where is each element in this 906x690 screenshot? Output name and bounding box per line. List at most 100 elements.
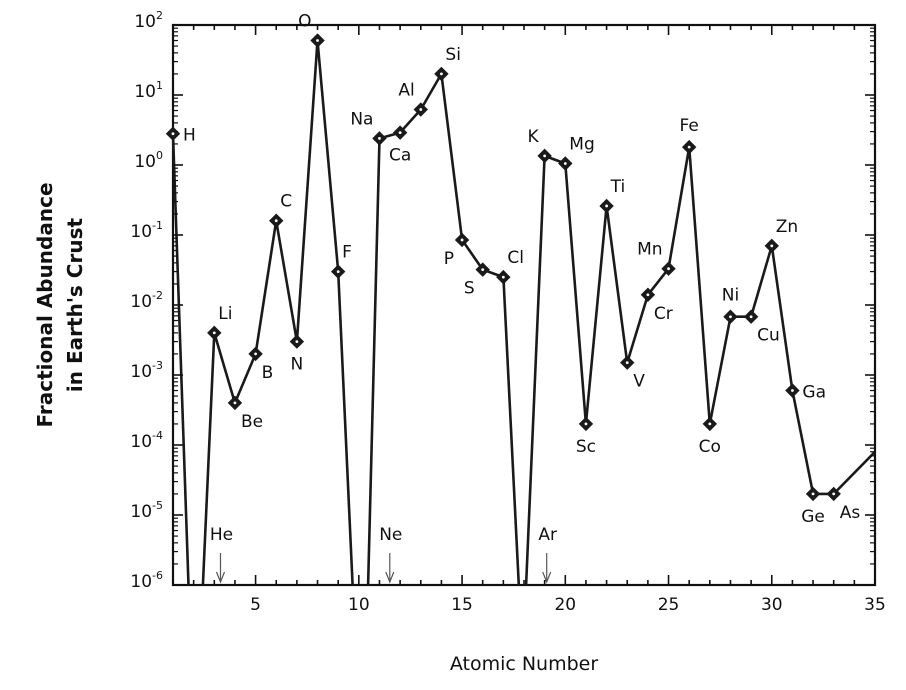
data-point-H — [165, 126, 181, 141]
x-axis: 5 10 15 20 25 30 35 — [172, 25, 886, 615]
marker-dot — [440, 72, 443, 76]
element-labels: H Li Be B C N O F Na Ca Al Si PS Cl K Mg Sc Ti V Cr Mn Fe Co Ni… — [183, 12, 860, 527]
element-label-Cu: Cu — [757, 326, 780, 346]
data-point-O — [310, 33, 325, 48]
element-label-P: P — [444, 249, 454, 269]
data-point-B — [248, 346, 263, 362]
x-tick-label: 5 — [250, 595, 261, 615]
plot-frame — [171, 23, 877, 587]
data-point-N — [289, 334, 305, 349]
data-point-Be — [227, 395, 243, 411]
element-label-N: N — [291, 355, 304, 375]
y-tick-label: 102 — [134, 9, 163, 32]
data-point-Sc — [578, 416, 594, 432]
noble-gas-annotations: He Ne Ar — [210, 525, 557, 584]
abundance-series — [171, 39, 876, 586]
element-label-Ca: Ca — [389, 146, 411, 166]
data-point-Cu — [743, 309, 759, 324]
y-tick-label: 10-3 — [130, 359, 163, 382]
marker-dot — [274, 219, 278, 223]
element-label-Na: Na — [350, 109, 373, 129]
element-label-Be: Be — [241, 412, 263, 432]
element-label-Mn: Mn — [637, 240, 662, 260]
series-line — [171, 39, 876, 586]
element-label-Mg: Mg — [569, 135, 594, 155]
marker-dot — [481, 268, 485, 272]
noble-gas-Ar: Ar — [538, 525, 557, 584]
y-axis-title: Fractional Abundance in Earth's Crust — [33, 182, 87, 427]
y-tick-label: 101 — [134, 79, 163, 102]
marker-dot — [770, 244, 774, 248]
noble-gas-He: He — [210, 525, 233, 584]
data-point-K — [537, 148, 552, 164]
data-point-Li — [207, 325, 222, 341]
x-tick-label: 20 — [554, 595, 576, 615]
element-label-Li: Li — [218, 304, 232, 324]
noble-gas-arrow-head — [385, 571, 395, 584]
element-label-Cr: Cr — [654, 304, 673, 324]
element-label-Co: Co — [699, 437, 721, 457]
data-point-P — [454, 232, 470, 248]
marker-dot — [543, 154, 547, 158]
element-label-F: F — [342, 243, 352, 263]
data-point-Si — [434, 66, 449, 82]
noble-gas-arrow-head — [215, 571, 226, 584]
data-point-S — [475, 262, 490, 277]
marker-dot — [625, 361, 629, 365]
marker-dot — [171, 132, 175, 136]
marker-dot — [832, 492, 836, 496]
element-label-S: S — [464, 279, 475, 299]
element-label-Zn: Zn — [776, 217, 798, 237]
marker-dot — [460, 238, 464, 242]
element-label-Ti: Ti — [610, 177, 626, 197]
data-point-Zn — [764, 238, 779, 254]
data-point-Cr — [640, 287, 656, 302]
data-point-Cl — [496, 269, 511, 285]
data-point-Ga — [785, 383, 800, 398]
y-axis: 10-6 10-5 10-4 10-3 10-2 10-1 100 101 102 — [130, 9, 875, 592]
data-point-V — [620, 355, 635, 370]
y-tick-label: 10-1 — [130, 219, 163, 242]
element-label-Al: Al — [398, 81, 414, 101]
marker-dot — [419, 108, 423, 111]
data-point-As — [826, 486, 841, 502]
data-point-Ge — [805, 486, 821, 502]
noble-gas-Ne: Ne — [379, 525, 402, 584]
element-label-C: C — [280, 192, 292, 212]
y-tick-label: 10-2 — [130, 289, 163, 312]
data-point-Na — [372, 131, 387, 146]
noble-gas-label: Ne — [379, 525, 402, 545]
marker-dot — [791, 389, 794, 392]
element-label-O: O — [298, 12, 311, 32]
y-tick-label: 10-6 — [130, 569, 163, 592]
marker-dot — [667, 267, 670, 271]
element-label-Sc: Sc — [576, 437, 596, 457]
marker-layer — [165, 33, 841, 502]
element-label-Fe: Fe — [680, 116, 699, 136]
y-tick-label: 100 — [134, 149, 163, 172]
x-tick-label: 30 — [761, 595, 783, 615]
y-tick-label: 10-5 — [130, 499, 163, 522]
data-point-Fe — [681, 139, 697, 155]
data-point-Ca — [392, 125, 408, 140]
marker-dot — [212, 331, 216, 335]
data-point-C — [269, 213, 284, 228]
marker-dot — [378, 136, 381, 140]
y-axis-title-line: in Earth's Crust — [63, 218, 87, 393]
y-tick-label: 10-4 — [130, 429, 163, 452]
element-label-B: B — [262, 363, 274, 383]
x-axis-title: Atomic Number — [450, 653, 599, 675]
marker-dot — [584, 422, 588, 426]
marker-dot — [605, 204, 608, 208]
marker-dot — [254, 352, 257, 356]
marker-dot — [336, 270, 340, 274]
marker-dot — [749, 315, 753, 319]
data-point-Mn — [661, 261, 676, 276]
element-label-V: V — [633, 372, 645, 392]
y-axis-title-line: Fractional Abundance — [33, 182, 57, 427]
x-tick-label: 10 — [348, 595, 370, 615]
element-label-K: K — [527, 127, 539, 147]
element-label-H: H — [183, 126, 196, 146]
data-point-Mg — [558, 156, 573, 171]
